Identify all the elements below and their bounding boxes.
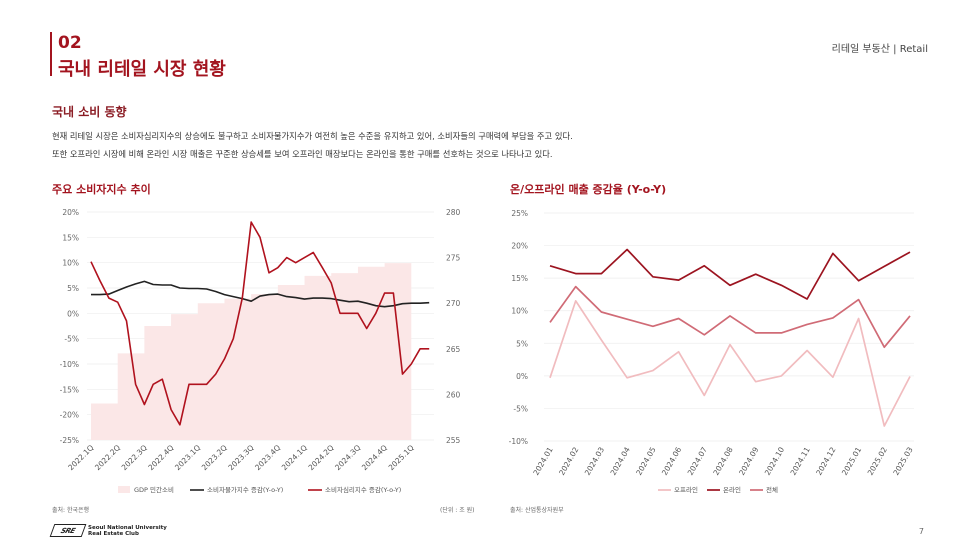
page-title: 국내 리테일 시장 현황	[58, 59, 226, 80]
logo-mark: SRE	[49, 524, 87, 537]
title-accent-bar	[50, 32, 52, 76]
left-axis-tick-label: -5%	[64, 335, 79, 344]
online-line	[549, 248, 911, 300]
legend-label-csi: 소비자심리지수 증감(Y-o-Y)	[325, 485, 401, 494]
left-axis-tick-label: 15%	[62, 233, 79, 242]
x-axis-tick-label: 2024.2Q	[307, 443, 336, 472]
x-axis-tick-label: 2023.1Q	[173, 443, 202, 472]
x-axis-tick-label: 2022.1Q	[66, 443, 95, 472]
page-number: 7	[918, 527, 924, 536]
left-axis-tick-label: -25%	[60, 436, 79, 445]
logo-line-2: Real Estate Club	[88, 530, 139, 537]
sales-growth-chart: 25%20%15%10%5%0%-5%-10%2024.01 2024.02 202…	[509, 209, 915, 494]
x-axis-tick-label: 2024.08	[711, 445, 734, 477]
right-axis-tick-label: 260	[446, 390, 461, 399]
y-axis-tick-label: 25%	[511, 209, 528, 218]
x-axis-tick-label: 2024.05	[634, 445, 657, 477]
x-axis-tick-label: 2024.01	[531, 445, 554, 477]
section-number: 02	[58, 33, 82, 53]
x-axis-tick-label: 2023.2Q	[200, 443, 229, 472]
x-axis-tick-label: 2025.1Q	[387, 443, 416, 472]
x-axis-tick-label: 2024.4Q	[360, 443, 389, 472]
right-axis-tick-label: 280	[446, 208, 461, 217]
x-axis-tick-label: 2022.3Q	[120, 443, 149, 472]
x-axis-tick-label: 2024.10	[763, 445, 786, 477]
y-axis-tick-label: -10%	[509, 437, 528, 446]
cpi-yoy-line	[91, 280, 430, 308]
left-chart-unit: (단위 : 조 원)	[440, 507, 475, 514]
y-axis-tick-label: 15%	[511, 274, 528, 283]
x-axis-tick-label: 2024.09	[737, 445, 760, 477]
x-axis-tick-label: 2025.01	[840, 445, 863, 477]
x-axis-tick-label: 2025.02	[866, 445, 889, 477]
y-axis-tick-label: -5%	[513, 404, 528, 413]
x-axis-tick-label: 2022.2Q	[93, 443, 122, 472]
legend-label-gdp: GDP 민간소비	[134, 485, 174, 494]
y-axis-tick-label: 0%	[516, 372, 528, 381]
x-axis-tick-label: 2024.06	[660, 445, 683, 477]
legend-offline-label: 오프라인	[674, 485, 698, 494]
x-axis-tick-label: 2024.11	[789, 445, 812, 477]
total-line	[549, 285, 911, 349]
x-axis-tick-label: 2024.03	[583, 445, 606, 477]
x-axis-tick-label: 2023.4Q	[253, 443, 282, 472]
csi-yoy-line	[90, 221, 430, 426]
x-axis-tick-label: 2023.3Q	[226, 443, 255, 472]
section-label: 리테일 부동산 | Retail	[831, 44, 928, 55]
x-axis-tick-label: 2024.07	[686, 445, 709, 477]
x-axis-tick-label: 2025.03	[891, 445, 914, 477]
right-axis-tick-label: 265	[446, 345, 461, 354]
right-axis-tick-label: 270	[446, 299, 461, 308]
x-axis-tick-label: 2024.02	[557, 445, 580, 477]
left-axis-tick-label: 20%	[62, 208, 79, 217]
x-axis-tick-label: 2024.04	[609, 445, 632, 477]
left-axis-tick-label: 10%	[62, 259, 79, 268]
right-chart-source: 출처: 산업통상자원부	[510, 507, 564, 514]
left-axis-tick-label: 0%	[67, 309, 79, 318]
x-axis-tick-label: 2024.1Q	[280, 443, 309, 472]
body-text-line-2: 또한 오프라인 시장에 비해 온라인 시장 매출은 꾸준한 상승세를 보여 오프…	[52, 149, 553, 159]
logo-line-1: Seoul National University	[88, 524, 167, 531]
logo-text: Seoul National University Real Estate Cl…	[88, 525, 167, 537]
right-axis-tick-label: 255	[446, 436, 461, 445]
subsection-heading: 국내 소비 동향	[52, 105, 127, 119]
x-axis-tick-label: 2022.4Q	[146, 443, 175, 472]
body-text-line-1: 현재 리테일 시장은 소비자심리지수의 상승에도 불구하고 소비자물가지수가 여…	[52, 131, 573, 141]
legend-swatch-gdp	[118, 486, 130, 493]
left-axis-tick-label: 5%	[67, 284, 79, 293]
left-axis-tick-label: -15%	[60, 385, 79, 394]
right-axis-tick-label: 275	[446, 254, 461, 263]
club-logo: SRE Seoul National University Real Estat…	[49, 524, 167, 537]
y-axis-tick-label: 10%	[511, 307, 528, 316]
x-axis-tick-label: 2024.3Q	[333, 443, 362, 472]
y-axis-tick-label: 5%	[516, 339, 528, 348]
legend-total-label: 전체	[766, 485, 778, 494]
right-chart-title: 온/오프라인 매출 증감율 (Y-o-Y)	[510, 183, 667, 196]
left-chart-title: 주요 소비자지수 추이	[52, 183, 151, 196]
offline-line	[549, 300, 911, 427]
left-chart-source: 출처: 한국은행	[52, 507, 90, 514]
legend-online-label: 온라인	[723, 485, 741, 494]
left-axis-tick-label: -20%	[60, 411, 79, 420]
gdp-private-consumption-area	[91, 263, 412, 440]
x-axis-tick-label: 2024.12	[814, 445, 837, 477]
consumer-index-chart: 20% 15% 10% 5% 0% -5% -10% -15% -20% -25% 280 275 27…	[60, 208, 461, 494]
legend-label-cpi: 소비자물가지수 증감(Y-o-Y)	[207, 485, 283, 494]
y-axis-tick-label: 20%	[511, 242, 528, 251]
left-axis-tick-label: -10%	[60, 360, 79, 369]
